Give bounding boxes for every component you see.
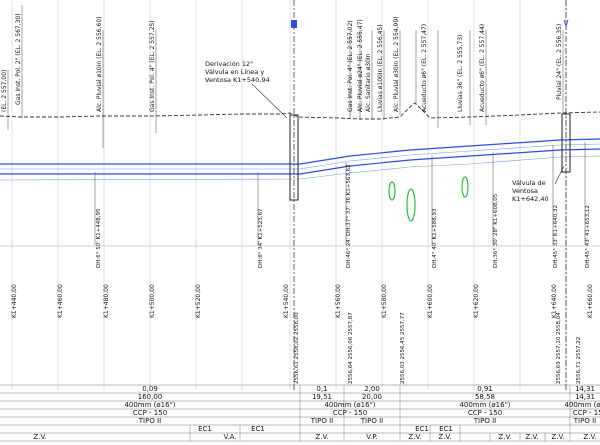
table-cell: V.A. [223,433,236,441]
table-cell: Z.V. [525,433,538,441]
deflection-label: DH:45° 33' K1+640,32 [553,205,559,268]
derivation-note-line: Válvula en Línea y [205,68,264,76]
utility-label: Gas Inst. Pol. 4" (EL. 2 557,25) [149,20,156,112]
table-cell: 2,00 [364,385,380,393]
utility-label: Lluvias 36" (EL. 2 555,73) [457,35,464,112]
table-cell: Z.V. [551,433,564,441]
station-label: K1+520,00 [195,284,202,318]
table-cell: 0,91 [477,385,493,393]
derivation-note-line: Ventosa K1+540,94 [205,76,270,84]
table-cell: 14,31 [575,393,595,401]
table-cell: Z.V. [33,433,46,441]
utility-label: Gas Inst. Pol. 4" (EL. 2 557,02) [347,20,354,112]
data-table: 0,09 0,1 2,00 0,91 14,31 160,00 19,51 20… [33,385,600,441]
elevation-label: 2556,71 2557,22 [576,337,582,384]
station-label: K1+620,00 [473,284,480,318]
table-cell: EC1 [439,425,453,433]
table-cell: TIPO II [310,417,333,425]
station-label: K1+560,00 [335,284,342,318]
utility-labels: (EL. 2 557,00) Gas Inst. Pol. 2" (EL. 2 … [1,13,563,112]
table-cell: 400mm (ø16") [459,401,510,409]
elevation-label: 2556,64 2556,06 2557,87 [348,312,354,384]
utility-label: Gas Inst. Pol. 2" (EL. 2 567,30) [15,13,22,105]
table-cell: CCP - 150 [133,409,167,417]
table-cell: CCP - 150 [573,409,600,417]
utility-label: Alc. Pluvial ø30in (EL. 2 554,99) [393,17,400,112]
table-cell: Z.V. [438,433,451,441]
valve-note-line: Ventosa [512,187,538,195]
utility-label: (EL. 2 557,00) [1,70,8,112]
table-cell: TIPO II [473,417,496,425]
table-cell: V.P. [366,433,377,441]
utility-label: Lluvias ø100in (EL. 2 556,45) [377,24,384,112]
utility-label: Alc. Pluvial ø24" (EL. 2 555,47) [357,19,364,112]
derivation-note-line: Derivación 12" [205,60,253,68]
table-cell: 0,09 [142,385,158,393]
deflection-leaders [94,142,586,245]
valve-note: Válvula de Ventosa K1+642,40 [512,179,549,203]
station-label: K1+480,00 [103,284,110,318]
deflection-label: DH:45° 43' 41+653,12 [585,205,591,268]
table-cell: TIPO II [573,417,596,425]
terrain-line [0,102,600,120]
utility-leaders [7,5,564,148]
station-label: K1+600,00 [427,284,434,318]
table-cell: TIPO II [360,417,383,425]
table-cell: CCP - 150 [468,409,502,417]
table-cell: Z.V. [498,433,511,441]
table-cell: 0,1 [316,385,327,393]
derivation-note: Derivación 12" Válvula en Línea y Ventos… [205,60,270,84]
table-cell: Z.V. [583,433,596,441]
deflection-label: DH:8° 34' K1+523,67 [258,208,264,268]
station-label: K1+660,00 [587,284,594,318]
utility-label: Acueducto ø6" (EL. 2 557,44) [479,24,486,112]
station-label: K1+640,00 [551,284,558,318]
utility-label: Alc. Pluvial ø10in (EL. 2 556,60) [96,17,103,112]
data-table-grid [0,384,600,442]
elevation-label: 2556,61 2558,02 2558,00 [294,312,300,384]
utility-label: Alc. Sanitario ø30in [365,53,372,112]
table-cell: 19,51 [312,393,332,401]
derivation-marker-icon [291,20,297,28]
valve-note-line: K1+642,40 [512,195,549,203]
deflection-label: DH:4° 40' K1+588,93 [432,208,438,268]
table-cell: Z.V. [315,433,328,441]
station-label: K1+460,00 [57,284,64,318]
table-cell: EC1 [251,425,265,433]
utility-label: Acueducto ø6" (EL. 2 557,47) [421,24,428,112]
deflection-labels: DH:6° 50' K1+448,95 DH:8° 34' K1+523,67 … [96,164,591,268]
valve-note-line: Válvula de [512,179,546,187]
table-cell: TIPO II [138,417,161,425]
table-cell: 160,00 [138,393,163,401]
table-cell: EC1 [198,425,212,433]
table-cell: 14,31 [575,385,595,393]
table-cell: CCP - 150 [333,409,367,417]
table-cell: 400mm (ø16") [564,401,600,409]
utility-label: Pluvial 24" (EL. 2 556,35) [556,24,563,100]
pipe-lines [0,138,600,181]
table-cell: Z.V. [408,433,421,441]
station-label: K1+500,00 [149,284,156,318]
deflection-label: DH:36° 30' 28" K1+608,05 [493,193,499,268]
deflection-label: DH:46° 24' DH:37° 37' 36 K1+563,62 [346,164,352,268]
table-cell: 400mm (ø16") [324,401,375,409]
table-cell: 400mm (ø16") [124,401,175,409]
station-labels: K1+440,00 K1+460,00 K1+480,00 K1+500,00 … [11,284,594,318]
utility-crossings [388,176,469,222]
station-label: K1+580,00 [381,284,388,318]
elevation-label: 2556,69 2557,10 2558,04 [556,312,562,384]
station-label: K1+540,00 [283,284,290,318]
table-cell: EC1 [415,425,429,433]
elevation-label: 2556,03 2556,45 2557,77 [400,312,406,384]
table-cell: 20,00 [362,393,382,401]
elevation-labels: 2556,61 2558,02 2558,00 2556,64 2556,06 … [294,312,582,384]
deflection-label: DH:6° 50' K1+448,95 [96,208,102,268]
station-label: K1+440,00 [11,284,18,318]
table-cell: 58,58 [475,393,495,401]
